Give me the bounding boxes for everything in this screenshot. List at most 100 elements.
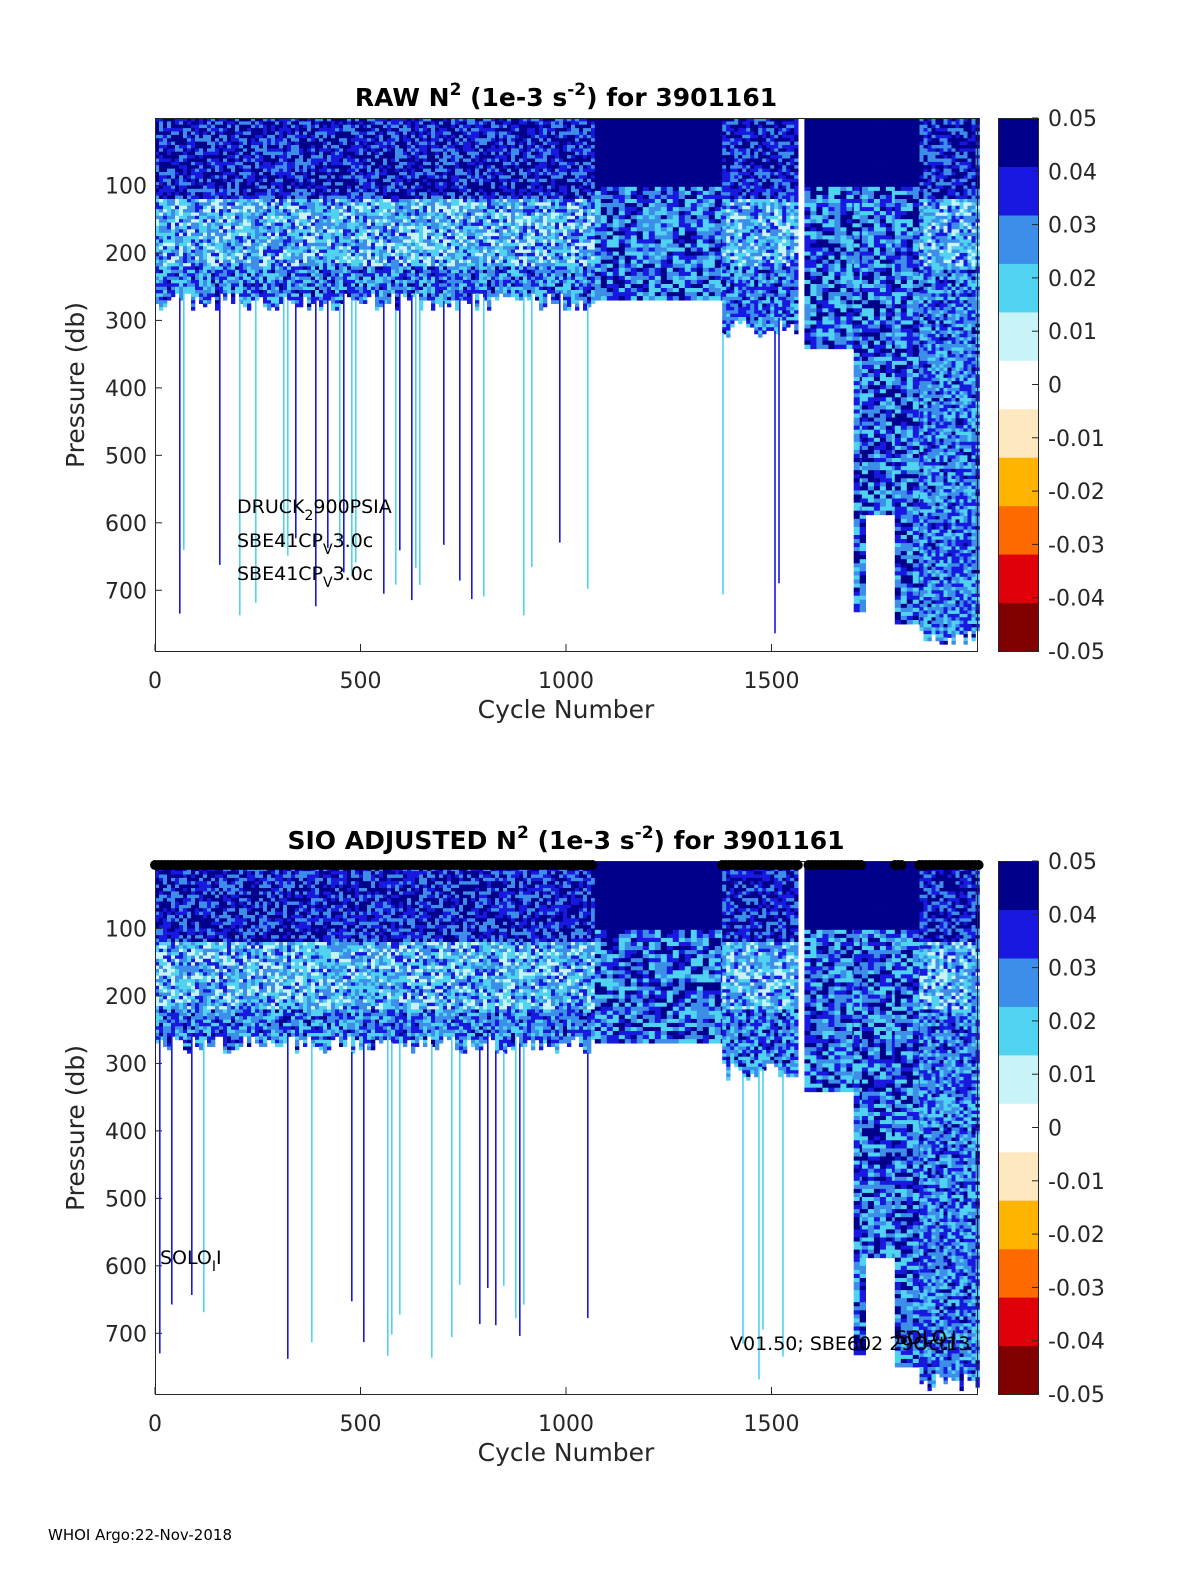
heat-cell [367, 219, 371, 223]
heat-cell [159, 138, 163, 142]
heat-cell [243, 243, 247, 247]
heat-cell [455, 266, 459, 270]
heat-cell [263, 277, 267, 281]
heat-cell [487, 266, 491, 270]
heat-cell [279, 243, 283, 247]
heat-cell [339, 125, 343, 129]
heat-cell [379, 290, 383, 294]
heat-cell [451, 196, 455, 200]
heat-cell [423, 132, 427, 136]
heat-cell [171, 283, 175, 287]
heat-cell [387, 159, 391, 163]
heat-cell [403, 243, 407, 247]
heat-cell [347, 125, 351, 129]
heat-cell [171, 121, 175, 125]
heat-cell [511, 253, 515, 257]
heat-cell [183, 216, 187, 220]
heat-cell [339, 253, 343, 257]
heat-cell [443, 165, 447, 169]
heat-cell [407, 287, 411, 291]
heat-cell [323, 293, 327, 297]
heat-cell [171, 206, 175, 210]
heat-cell [331, 233, 335, 237]
heat-cell [227, 260, 231, 264]
heat-cell [399, 165, 403, 169]
heat-cell [311, 175, 315, 179]
heat-cell [167, 138, 171, 142]
heat-cell [515, 250, 519, 254]
heat-cell [491, 132, 495, 136]
heat-cell [235, 142, 239, 146]
heat-cell [335, 189, 339, 193]
heat-cell [347, 293, 351, 297]
heat-cell [343, 206, 347, 210]
heat-cell [267, 186, 271, 190]
heat-cell [419, 172, 423, 176]
heat-cell [463, 165, 467, 169]
heat-cell [171, 192, 175, 196]
heat-cell [267, 256, 271, 260]
heat-cell [311, 186, 315, 190]
heat-cell [471, 135, 475, 139]
heat-cell [391, 270, 395, 274]
heat-cell [275, 202, 279, 206]
heat-cell [335, 290, 339, 294]
heat-cell [327, 219, 331, 223]
heat-cell [179, 233, 183, 237]
heat-cell [287, 287, 291, 291]
heat-cell [255, 145, 259, 149]
heat-cell [467, 175, 471, 179]
heat-cell [399, 179, 403, 183]
heat-cell [211, 159, 215, 163]
heat-cell [199, 145, 203, 149]
heat-cell [227, 169, 231, 173]
heat-cell [383, 155, 387, 159]
heat-cell [323, 250, 327, 254]
heat-cell [427, 250, 431, 254]
heat-cell [275, 307, 279, 311]
heat-cell [275, 138, 279, 142]
heat-cell [187, 253, 191, 257]
heat-cell [163, 256, 167, 260]
heat-cell [415, 223, 419, 227]
heat-cell [263, 148, 267, 152]
heat-cell [215, 145, 219, 149]
heat-cell [211, 162, 215, 166]
heat-cell [251, 287, 255, 291]
heat-cell [423, 293, 427, 297]
heat-cell [403, 175, 407, 179]
heat-cell [431, 236, 435, 240]
heat-cell [399, 202, 403, 206]
heat-cell [419, 121, 423, 125]
heat-cell [291, 128, 295, 132]
heat-cell [515, 179, 519, 183]
heat-cell [327, 293, 331, 297]
heat-cell [499, 169, 503, 173]
heat-cell [275, 256, 279, 260]
heat-cell [255, 226, 259, 230]
heat-cell [375, 182, 379, 186]
heat-cell [299, 266, 303, 270]
heat-cell [495, 165, 499, 169]
heat-cell [243, 219, 247, 223]
heat-cell [283, 125, 287, 129]
heat-cell [491, 152, 495, 156]
heat-cell [455, 273, 459, 277]
heat-cell [351, 256, 355, 260]
heat-cell [391, 152, 395, 156]
heat-cell [167, 226, 171, 230]
heat-cell [375, 270, 379, 274]
heat-cell [359, 121, 363, 125]
heat-cell [195, 266, 199, 270]
heat-cell [267, 128, 271, 132]
heat-cell [203, 219, 207, 223]
heat-cell [415, 233, 419, 237]
heat-cell [235, 135, 239, 139]
heat-cell [331, 138, 335, 142]
heat-cell [363, 128, 367, 132]
heat-cell [499, 125, 503, 129]
heat-cell [255, 277, 259, 281]
heat-cell [387, 175, 391, 179]
heat-cell [195, 192, 199, 196]
heat-cell [255, 260, 259, 264]
